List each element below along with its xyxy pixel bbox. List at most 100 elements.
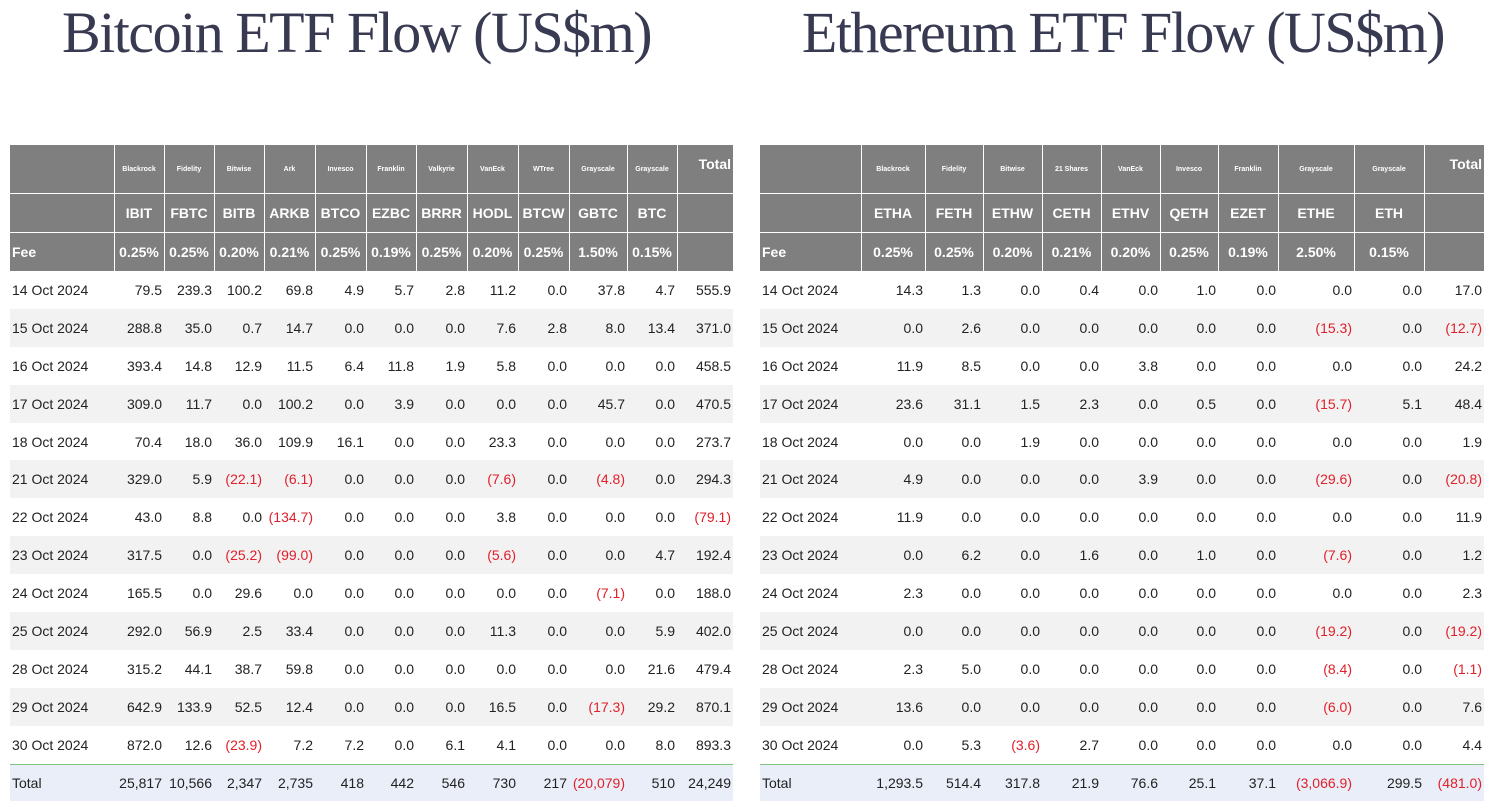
flow-cell: (19.2): [1278, 612, 1354, 650]
flow-cell: 0.0: [961, 433, 981, 450]
flow-cell: 0.0: [1218, 612, 1278, 650]
flow-cell: 0.0: [496, 660, 516, 677]
ticker-header: EZET: [1218, 193, 1279, 233]
flow-cell: 0.0: [569, 536, 627, 575]
flow-cell: 0.0: [1079, 509, 1099, 526]
flow-cell: 0.0: [366, 460, 416, 499]
fee-label: Fee: [760, 232, 862, 271]
flow-cell: 3.9: [366, 384, 416, 423]
flow-cell: 1.6: [1042, 536, 1101, 575]
flow-cell: 458.5: [695, 357, 731, 374]
ticker-header-row: IBIT FBTC BITB ARKB BTCO EZBC BRRR HODL BTCW GBTC…: [10, 193, 733, 233]
flow-cell: 0.0: [1101, 687, 1160, 726]
flow-cell: 0.0: [518, 687, 569, 726]
flow-cell: 0.0: [1354, 460, 1424, 499]
ticker-header: BTCW: [518, 193, 570, 233]
flow-cell: (7.6): [467, 460, 518, 499]
flow-cell: 44.1: [184, 660, 212, 677]
flow-cell: 0.0: [416, 384, 467, 423]
fee-cell: 2.50%: [1278, 232, 1355, 271]
corner-cell: [10, 145, 115, 194]
fee-cell: 0.20%: [214, 232, 265, 271]
total-cell: 21.9: [1042, 763, 1101, 801]
flow-cell: 0.0: [1354, 308, 1424, 347]
corner-cell: [760, 145, 862, 194]
flow-cell: 0.0: [605, 357, 625, 374]
total-cell: (20,079): [569, 763, 627, 801]
flow-cell: 0.0: [1332, 509, 1352, 526]
fee-cell: 0.25%: [518, 232, 570, 271]
flow-cell: 2.3: [903, 585, 923, 602]
flow-cell: 6.2: [925, 536, 983, 575]
flow-cell: 0.0: [547, 660, 567, 677]
daily-flow-rows: 14 Oct 2024 79.5 239.3 100.2 69.8 4.9 5.7 2.8 11…: [10, 271, 733, 764]
flow-cell: 0.0: [1196, 509, 1216, 526]
flow-cell: 8.0: [569, 308, 627, 347]
flow-cell: 1.9: [1020, 433, 1040, 450]
flow-cell: (20.8): [1424, 460, 1484, 499]
flow-cell: 0.0: [983, 536, 1042, 575]
date-cell: 22 Oct 2024: [762, 509, 839, 526]
flow-cell: 11.9: [896, 357, 923, 374]
date-cell: 15 Oct 2024: [10, 308, 114, 347]
issuer-header-row: Blackrock Fidelity Bitwise Ark Invesco Frankl…: [10, 145, 733, 194]
flow-cell: 0.0: [983, 460, 1042, 499]
total-cell: 317.8: [983, 763, 1042, 801]
flow-cell: 0.0: [445, 585, 465, 602]
flow-cell: 0.0: [983, 308, 1042, 347]
flow-cell: 0.0: [1079, 433, 1099, 450]
flow-cell: 4.9: [344, 281, 364, 298]
flow-cell: 0.0: [547, 585, 567, 602]
flow-cell: 0.0: [1402, 509, 1422, 526]
corner-cell: [760, 193, 862, 233]
total-cell: 730: [467, 763, 518, 801]
flow-cell: 0.0: [547, 357, 567, 374]
flow-cell: 0.0: [605, 509, 625, 526]
flow-cell: 2.7: [1079, 736, 1099, 753]
flow-cell: (29.6): [1278, 460, 1354, 499]
flow-cell: 188.0: [695, 585, 731, 602]
flow-cell: 0.0: [164, 536, 214, 575]
flow-cell: 24.2: [1454, 357, 1482, 374]
date-cell: 15 Oct 2024: [760, 308, 861, 347]
issuer-header: VanEck: [1101, 145, 1161, 194]
flow-cell: 0.0: [192, 585, 212, 602]
flow-cell: 0.0: [416, 687, 467, 726]
flow-cell: 6.1: [445, 736, 465, 753]
flow-cell: 8.8: [192, 509, 212, 526]
daily-flow-rows: 14 Oct 2024 14.3 1.3 0.0 0.4 0.0 1.0 0.0 0.0 0.0 1…: [760, 271, 1484, 764]
total-cell: 299.5: [1354, 763, 1424, 801]
flow-cell: 0.0: [1042, 460, 1101, 499]
issuer-header: Valkyrie: [416, 145, 468, 194]
issuer-header: Fidelity: [925, 145, 984, 194]
flow-cell: 13.4: [627, 308, 677, 347]
flow-cell: 3.8: [496, 509, 516, 526]
flow-cell: 16.5: [467, 687, 518, 726]
flow-cell: 23.3: [488, 433, 516, 450]
flow-cell: 0.0: [518, 460, 569, 499]
ticker-header-row: ETHA FETH ETHW CETH ETHV QETH EZET ETHE ETH: [760, 193, 1484, 233]
date-cell: 30 Oct 2024: [762, 736, 839, 753]
flow-cell: 29.2: [627, 687, 677, 726]
flow-cell: 23.6: [861, 384, 925, 423]
bitcoin-title: Bitcoin ETF Flow (US$m): [61, 0, 653, 65]
flow-cell: 0.0: [1402, 433, 1422, 450]
flow-cell: 0.0: [1079, 660, 1099, 677]
flow-cell: 1.2: [1424, 536, 1484, 575]
flow-cell: 0.0: [1138, 585, 1158, 602]
flow-cell: 0.0: [1138, 660, 1158, 677]
flow-cell: 133.9: [164, 687, 214, 726]
flow-cell: 0.0: [655, 433, 675, 450]
flow-cell: 11.3: [467, 612, 518, 650]
date-cell: 25 Oct 2024: [760, 612, 861, 650]
date-cell: 17 Oct 2024: [760, 384, 861, 423]
total-cell: 217: [518, 763, 569, 801]
fee-cell: 0.15%: [1354, 232, 1425, 271]
flow-cell: 5.3: [961, 736, 981, 753]
ticker-header: BRRR: [416, 193, 468, 233]
flow-cell: 0.0: [925, 687, 983, 726]
flow-cell: 29.6: [234, 585, 262, 602]
flow-cell: 1.5: [983, 384, 1042, 423]
fee-cell: 0.25%: [861, 232, 926, 271]
flow-cell: 642.9: [114, 687, 164, 726]
